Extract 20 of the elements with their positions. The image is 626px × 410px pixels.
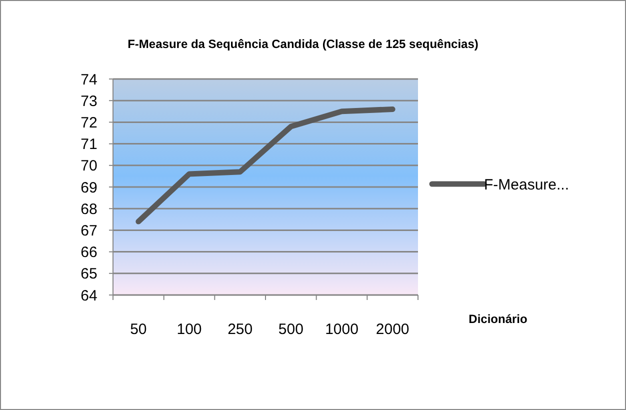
y-tick-label: 65: [80, 266, 98, 283]
chart-title: F-Measure da Sequência Candida (Classe de 125 sequências): [128, 37, 478, 51]
x-tick-label: 1000: [325, 321, 358, 338]
y-tick-label: 66: [80, 244, 98, 262]
y-tick-label: 70: [80, 158, 98, 175]
legend-label: F-Measure...: [484, 176, 570, 194]
y-tick-label: 69: [80, 179, 98, 196]
y-tick-label: 71: [80, 136, 98, 154]
x-tick-label: 100: [176, 321, 202, 338]
x-tick-label: 2000: [376, 321, 410, 338]
y-tick-label: 67: [80, 222, 98, 240]
x-tick-label: 500: [278, 321, 304, 338]
x-tick-label: 50: [130, 321, 147, 338]
y-tick-label: 72: [80, 114, 98, 132]
x-tick-label: 250: [228, 321, 253, 338]
y-tick-label: 74: [80, 71, 98, 88]
y-tick-label: 68: [80, 200, 98, 218]
y-tick-label: 64: [80, 287, 98, 304]
y-tick-label: 73: [80, 92, 98, 110]
x-axis-title: Dicionário: [468, 312, 528, 326]
